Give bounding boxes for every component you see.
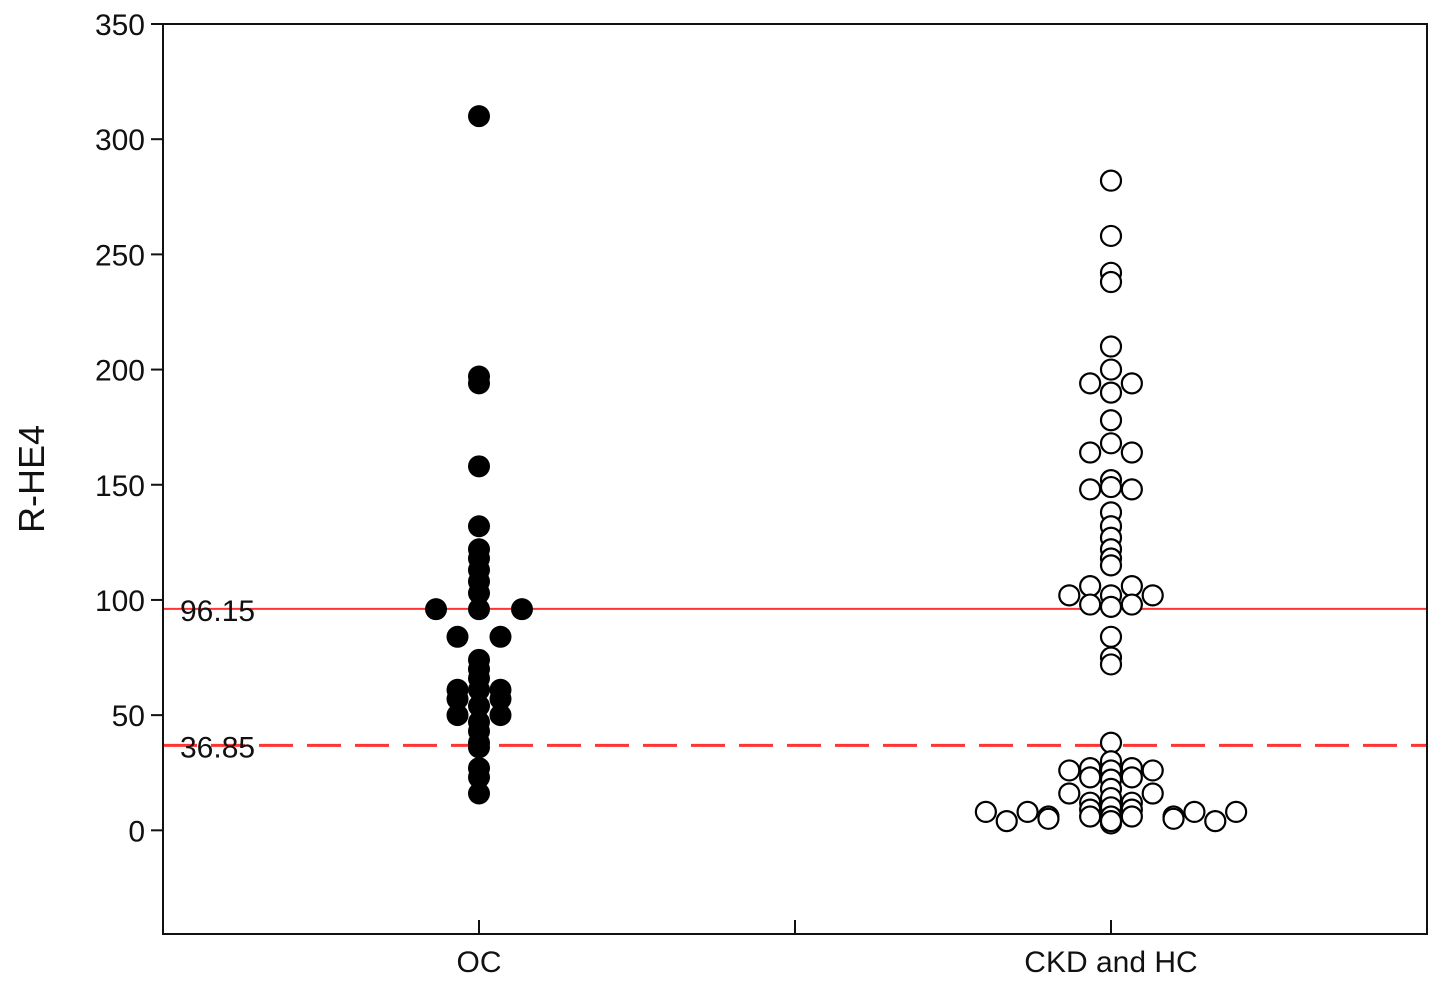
- y-tick-label: 100: [95, 585, 145, 618]
- data-point-open: [1162, 807, 1185, 830]
- data-point-open: [995, 810, 1018, 833]
- data-point-open: [1079, 766, 1102, 789]
- y-tick-label: 50: [112, 700, 145, 733]
- data-point-filled: [468, 455, 490, 478]
- data-point-open: [1204, 810, 1227, 833]
- data-point-filled: [468, 736, 490, 759]
- data-point-open: [1079, 575, 1102, 598]
- data-point-open: [1099, 358, 1123, 381]
- data-point-filled: [468, 766, 490, 789]
- data-point-open: [1141, 584, 1164, 607]
- data-point-open: [1120, 372, 1143, 395]
- data-point-filled: [468, 515, 490, 538]
- data-point-open: [1099, 653, 1123, 676]
- data-point-open: [1099, 169, 1123, 192]
- data-point-filled: [468, 694, 490, 717]
- data-point-open: [1099, 335, 1123, 358]
- data-point-open: [1120, 478, 1143, 501]
- data-point-open: [1099, 731, 1123, 754]
- data-point-filled: [489, 625, 512, 648]
- reference-line-label: 96.15: [180, 595, 255, 628]
- data-point-open: [1120, 766, 1143, 789]
- data-point-filled: [489, 688, 512, 711]
- data-point-open: [1099, 625, 1123, 648]
- data-point-open: [1099, 810, 1123, 833]
- data-point-open: [1099, 381, 1123, 404]
- data-point-open: [1058, 584, 1081, 607]
- data-point-open: [1141, 782, 1164, 805]
- data-point-filled: [468, 582, 490, 605]
- data-point-open: [1099, 475, 1123, 499]
- data-point-filled: [446, 625, 469, 648]
- data-point-open: [1016, 800, 1039, 823]
- data-point-filled: [468, 678, 490, 701]
- y-tick-label: 300: [95, 124, 145, 157]
- y-tick-label: 250: [95, 239, 145, 272]
- data-point-open: [1099, 595, 1123, 618]
- data-point-open: [1079, 805, 1102, 828]
- data-point-open: [1225, 800, 1248, 823]
- plot-frame: [162, 23, 1428, 935]
- data-point-open: [1058, 759, 1081, 782]
- data-point-open: [1120, 805, 1143, 828]
- data-point-open: [1099, 432, 1123, 455]
- data-point-open: [1120, 593, 1143, 616]
- data-point-open: [1099, 270, 1123, 294]
- y-tick-label: 0: [128, 815, 145, 848]
- data-point-filled: [510, 598, 533, 621]
- data-point-filled: [446, 704, 469, 727]
- y-axis-label: R-HE4: [11, 425, 52, 533]
- data-point-filled: [468, 105, 490, 128]
- data-point-open: [1079, 372, 1102, 395]
- data-point-open: [1120, 441, 1143, 464]
- data-point-open: [1183, 800, 1206, 823]
- data-point-open: [1099, 554, 1123, 577]
- reference-line-label: 36.85: [180, 731, 255, 764]
- data-point-open: [1037, 807, 1060, 830]
- data-point-open: [1099, 224, 1123, 248]
- data-point-filled: [468, 782, 490, 805]
- y-tick-label: 350: [95, 9, 145, 42]
- data-point-filled: [468, 372, 490, 395]
- data-point-open: [1058, 782, 1081, 805]
- data-point-filled: [425, 598, 448, 621]
- data-point-open: [1141, 759, 1164, 782]
- data-point-open: [1099, 409, 1123, 432]
- data-point-open: [1079, 441, 1102, 464]
- data-point-filled: [446, 688, 469, 711]
- data-point-filled: [468, 598, 490, 621]
- data-point-open: [974, 800, 997, 823]
- x-tick-label: CKD and HC: [1024, 946, 1197, 979]
- y-tick-label: 200: [95, 355, 145, 388]
- data-point-open: [1079, 478, 1102, 501]
- x-tick-label: OC: [457, 946, 502, 979]
- y-tick-label: 150: [95, 470, 145, 503]
- data-point-open: [1079, 593, 1102, 616]
- data-point-filled: [489, 704, 512, 727]
- data-point-open: [1120, 575, 1143, 598]
